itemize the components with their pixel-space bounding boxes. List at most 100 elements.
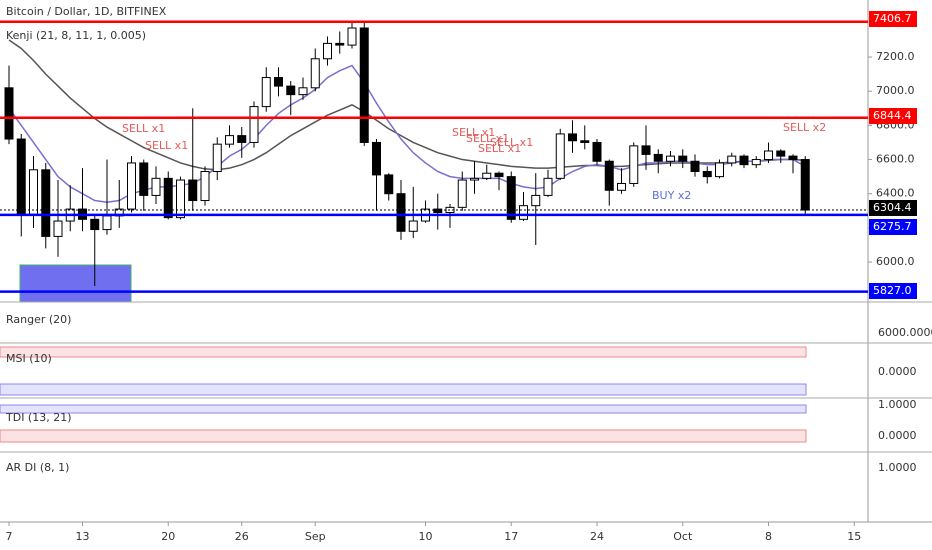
panel-title: AR DI (8, 1)	[6, 461, 69, 474]
candle-body	[800, 159, 810, 211]
candle-body	[237, 135, 247, 143]
level-box	[869, 11, 917, 27]
panel-title: Ranger (20)	[6, 313, 71, 326]
panel-title: TDI (13, 21)	[5, 411, 72, 424]
candle-body	[102, 215, 112, 231]
tdi-band	[0, 429, 807, 443]
candle-body	[764, 150, 773, 161]
x-tick-label: 13	[76, 530, 90, 543]
panel-title: MSI (10)	[6, 352, 52, 365]
x-tick-label: Oct	[673, 530, 693, 543]
candle-body	[506, 176, 516, 220]
candle-body	[90, 218, 100, 231]
candle-body	[396, 193, 406, 232]
x-tick-label: 20	[161, 530, 175, 543]
signal-label: SELL x2	[783, 121, 826, 134]
candle-body	[323, 42, 332, 60]
x-tick-label: Sep	[305, 530, 326, 543]
candle-body	[347, 27, 357, 46]
signal-label: SELL x1	[122, 122, 165, 135]
candle-body	[519, 205, 528, 220]
candle-body	[788, 155, 798, 161]
x-tick-label: 26	[235, 530, 249, 543]
candle-body	[715, 162, 724, 178]
candle-body	[212, 143, 222, 172]
x-tick-label: 17	[504, 530, 518, 543]
candle-body	[555, 133, 565, 179]
candle-body	[641, 145, 651, 155]
candle-body	[310, 58, 320, 89]
candle-body	[4, 87, 14, 140]
candle-body	[617, 182, 626, 191]
candle-body	[666, 155, 675, 162]
y-tick-label: 6000.0	[876, 255, 915, 268]
x-tick-label: 10	[419, 530, 433, 543]
candle-body	[335, 42, 345, 46]
candle-body	[127, 162, 136, 210]
candle-body	[176, 179, 185, 219]
indicator-line	[8, 39, 806, 171]
candle-body	[543, 177, 553, 196]
candle-body	[249, 106, 259, 143]
panel-tick-label: 0.0000	[878, 429, 917, 442]
tdi-band	[0, 404, 807, 414]
signal-label: SELL x1	[145, 139, 188, 152]
candle-body	[580, 140, 590, 143]
candle-body	[690, 160, 700, 172]
candle-body	[604, 160, 614, 191]
y-tick-label: 7200.0	[876, 50, 915, 63]
panel-tick-label: 1.0000	[878, 461, 917, 474]
level-box	[869, 200, 917, 216]
level-box	[869, 283, 917, 299]
candle-body	[629, 145, 639, 184]
y-tick-label: 6400.0	[876, 187, 915, 200]
candle-body	[494, 172, 504, 178]
candle-body	[592, 141, 602, 162]
candle-body	[274, 77, 283, 87]
candle-body	[16, 138, 26, 215]
signal-label: SELL x1	[490, 136, 533, 149]
signal-label: SELL x1	[466, 132, 509, 145]
candle-body	[776, 150, 786, 157]
signal-label: SELL x1	[478, 142, 521, 155]
candle-body	[568, 133, 577, 142]
candle-body	[41, 169, 51, 237]
candle-body	[163, 177, 173, 219]
chart-title: Bitcoin / Dollar, 1D, BITFINEX	[6, 5, 167, 18]
candle-body	[29, 169, 38, 215]
candle-body	[139, 162, 149, 196]
candle-body	[359, 27, 369, 143]
candle-body	[702, 170, 712, 178]
x-tick-label: 8	[765, 530, 772, 543]
level-label: 6275.7	[873, 220, 912, 233]
level-box	[869, 108, 917, 124]
candle-body	[200, 170, 210, 202]
candle-body	[457, 179, 467, 208]
level-label: 7406.7	[873, 12, 912, 25]
signal-label: BUY x2	[652, 189, 691, 202]
y-tick-label: 7000.0	[876, 84, 915, 97]
candle-body	[470, 177, 479, 181]
candle-body	[531, 194, 541, 207]
candle-body	[727, 155, 737, 164]
candle-body	[408, 220, 418, 232]
candle-body	[678, 155, 688, 162]
panel-tick-label: 0.0000	[878, 365, 917, 378]
candle-body	[53, 220, 63, 237]
candle-body	[151, 177, 161, 196]
candle-body	[188, 179, 198, 202]
indicator-label: Kenji (21, 8, 11, 1, 0.005)	[6, 29, 146, 42]
msi-band	[0, 383, 807, 396]
x-tick-label: 15	[847, 530, 861, 543]
candle-body	[739, 155, 749, 166]
x-tick-label: 24	[590, 530, 604, 543]
candle-body	[384, 174, 394, 195]
candle-body	[653, 153, 663, 162]
level-box	[869, 219, 917, 235]
candle-body	[286, 85, 296, 96]
candle-body	[298, 87, 308, 96]
panel-tick-label: 1.0000	[878, 398, 917, 411]
candle-body	[751, 159, 761, 166]
msi-band	[0, 346, 807, 358]
